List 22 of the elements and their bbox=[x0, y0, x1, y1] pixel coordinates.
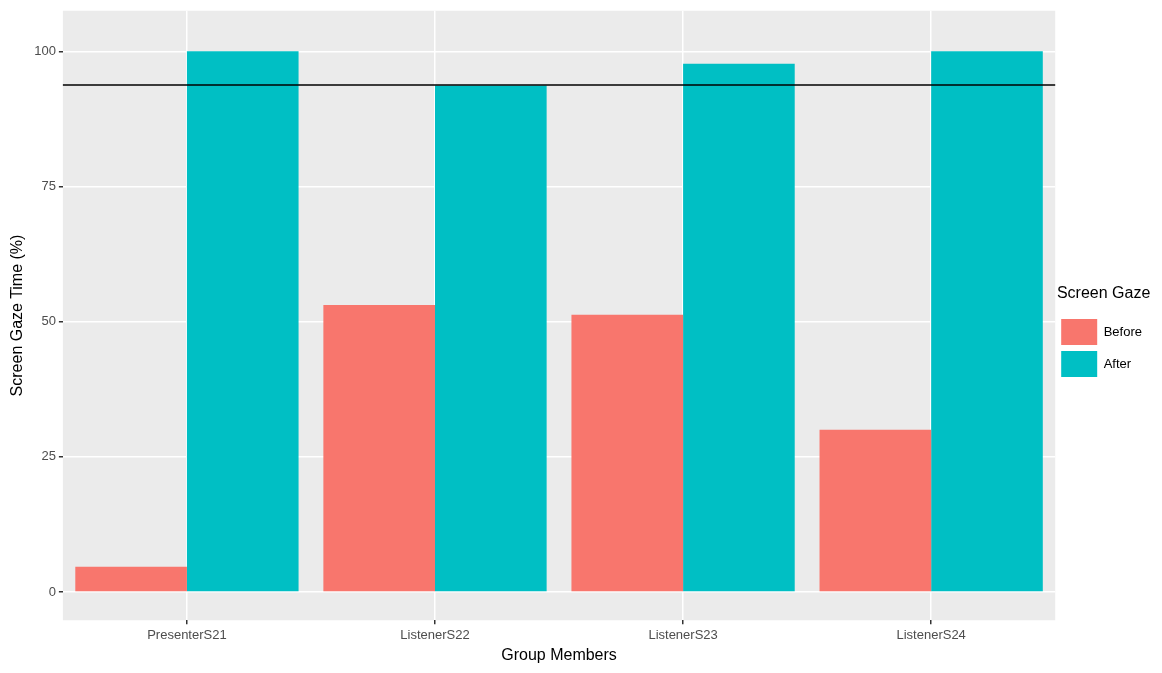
x-axis-title: Group Members bbox=[501, 645, 617, 663]
bar bbox=[571, 314, 684, 592]
bar bbox=[435, 85, 547, 592]
bar bbox=[323, 304, 436, 592]
x-tick-label: ListenerS23 bbox=[648, 626, 718, 642]
x-tick-label: ListenerS24 bbox=[896, 626, 966, 642]
bar bbox=[683, 63, 795, 592]
bar bbox=[931, 51, 1043, 592]
y-tick-label: 25 bbox=[41, 448, 56, 464]
x-tick-label: PresenterS21 bbox=[147, 626, 227, 642]
bar bbox=[186, 51, 299, 592]
y-tick-label: 50 bbox=[41, 313, 56, 329]
legend-label: After bbox=[1103, 355, 1132, 371]
y-tick-label: 100 bbox=[34, 42, 56, 58]
y-axis-title: Screen Gaze Time (%) bbox=[8, 234, 26, 397]
x-tick-label: ListenerS22 bbox=[400, 626, 470, 642]
y-tick-label: 0 bbox=[48, 583, 56, 599]
legend-title: Screen Gaze bbox=[1056, 284, 1151, 302]
bar bbox=[75, 566, 187, 592]
y-tick-label: 75 bbox=[41, 178, 56, 194]
bar bbox=[819, 429, 932, 592]
legend-label: Before bbox=[1103, 323, 1143, 339]
